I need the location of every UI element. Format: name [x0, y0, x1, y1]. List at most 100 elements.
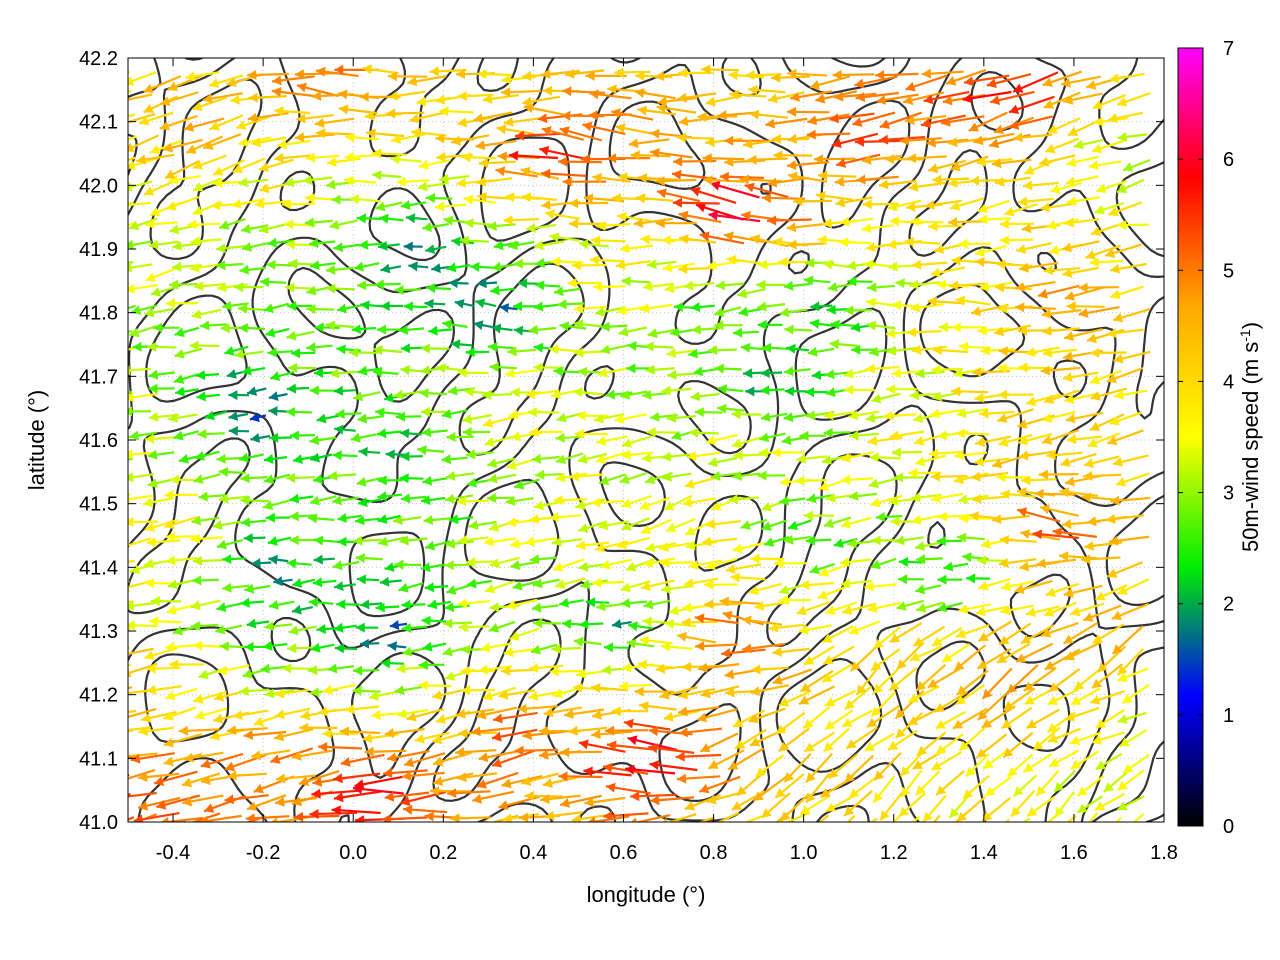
wind-arrow	[478, 158, 516, 168]
wind-arrow	[444, 493, 474, 504]
wind-arrow	[932, 814, 941, 822]
wind-arrow	[756, 301, 786, 312]
wind-arrow	[754, 600, 790, 611]
wind-arrow	[439, 173, 470, 184]
wind-arrow	[846, 814, 856, 822]
wind-arrow	[533, 301, 559, 312]
wind-arrow	[594, 306, 625, 317]
wind-arrow	[512, 301, 538, 312]
wind-arrow	[422, 641, 447, 652]
wind-arrow	[690, 302, 715, 313]
wind-arrow	[448, 514, 474, 525]
wind-arrow	[871, 392, 901, 404]
wind-arrow	[1132, 813, 1145, 822]
wind-arrow	[824, 709, 854, 731]
wind-arrow	[760, 412, 788, 422]
wind-arrow	[185, 71, 220, 82]
wind-arrow	[429, 66, 467, 77]
wind-arrow	[1104, 243, 1143, 258]
wind-arrow	[958, 603, 992, 614]
wind-arrow	[930, 492, 964, 503]
wind-arrow	[128, 791, 157, 798]
wind-arrow	[634, 88, 676, 100]
wind-arrow	[596, 601, 625, 612]
wind-arrow	[291, 604, 314, 615]
wind-arrow	[355, 553, 383, 564]
wind-arrow	[908, 181, 946, 192]
wind-arrow	[771, 72, 811, 83]
wind-arrow	[313, 535, 340, 546]
wind-arrow	[660, 641, 693, 652]
wind-arrow	[928, 159, 967, 174]
wind-arrow	[480, 642, 513, 653]
wind-arrow	[334, 643, 358, 654]
wind-arrow	[460, 685, 496, 696]
wind-arrow	[190, 599, 221, 611]
wind-arrow	[697, 111, 738, 122]
wind-arrow	[861, 154, 903, 165]
wind-arrow	[761, 519, 787, 531]
wind-arrow	[646, 427, 677, 438]
wind-arrow	[909, 279, 940, 290]
wind-arrow	[420, 562, 446, 573]
wind-arrow	[796, 600, 831, 616]
wind-arrow	[984, 776, 1012, 797]
wind-arrow	[312, 577, 337, 588]
wind-arrow	[441, 409, 468, 419]
wind-arrow	[1012, 774, 1038, 797]
y-tick-label: 42.1	[79, 112, 118, 134]
wind-arrow	[1008, 95, 1055, 114]
wind-arrow	[1052, 527, 1097, 538]
wind-arrow	[262, 640, 288, 651]
wind-arrow	[394, 685, 423, 696]
wind-arrow	[705, 557, 738, 570]
wind-arrow	[1060, 75, 1101, 88]
wind-arrow	[128, 93, 153, 101]
wind-arrow	[571, 260, 607, 271]
wind-arrow	[1083, 471, 1122, 481]
wind-arrow	[975, 605, 1010, 617]
wind-arrow	[1112, 308, 1151, 323]
wind-arrow	[869, 452, 901, 463]
wind-arrow	[424, 582, 449, 593]
wind-arrow	[995, 282, 1032, 293]
wind-arrow	[1110, 262, 1147, 274]
wind-arrow	[292, 454, 317, 464]
wind-arrow	[714, 363, 742, 374]
wind-arrow	[128, 709, 137, 714]
wind-arrow	[740, 342, 768, 353]
wind-arrow	[173, 373, 199, 384]
wind-arrow	[986, 73, 1032, 89]
wind-arrow	[779, 307, 808, 318]
wind-arrow	[222, 554, 247, 564]
wind-arrow	[661, 451, 692, 462]
wind-arrow	[1107, 328, 1144, 339]
wind-arrow	[541, 168, 586, 179]
wind-arrow	[924, 199, 962, 210]
wind-arrow	[1064, 217, 1100, 228]
wind-arrow	[979, 408, 1015, 419]
wind-arrow	[375, 602, 400, 613]
wind-arrow	[460, 666, 495, 677]
wind-arrow	[759, 432, 786, 443]
wind-arrow	[889, 430, 925, 441]
wind-arrow	[128, 793, 131, 796]
wind-arrow	[1066, 196, 1100, 206]
wind-arrow	[128, 707, 157, 719]
wind-arrow	[147, 449, 175, 460]
wind-arrow	[557, 299, 585, 310]
wind-arrow	[643, 599, 671, 610]
wind-arrow	[976, 647, 1012, 670]
wind-arrow	[454, 299, 475, 309]
wind-arrow	[865, 363, 900, 374]
wind-arrow	[1076, 795, 1103, 814]
wind-arrow	[663, 494, 693, 511]
wind-arrow	[336, 303, 362, 314]
wind-arrow	[344, 704, 380, 715]
wind-arrow	[332, 495, 359, 506]
wind-arrow	[559, 126, 603, 142]
wind-arrow	[446, 432, 474, 442]
wind-arrow	[505, 496, 534, 506]
wind-arrow	[827, 753, 858, 780]
wind-arrow	[868, 477, 898, 489]
